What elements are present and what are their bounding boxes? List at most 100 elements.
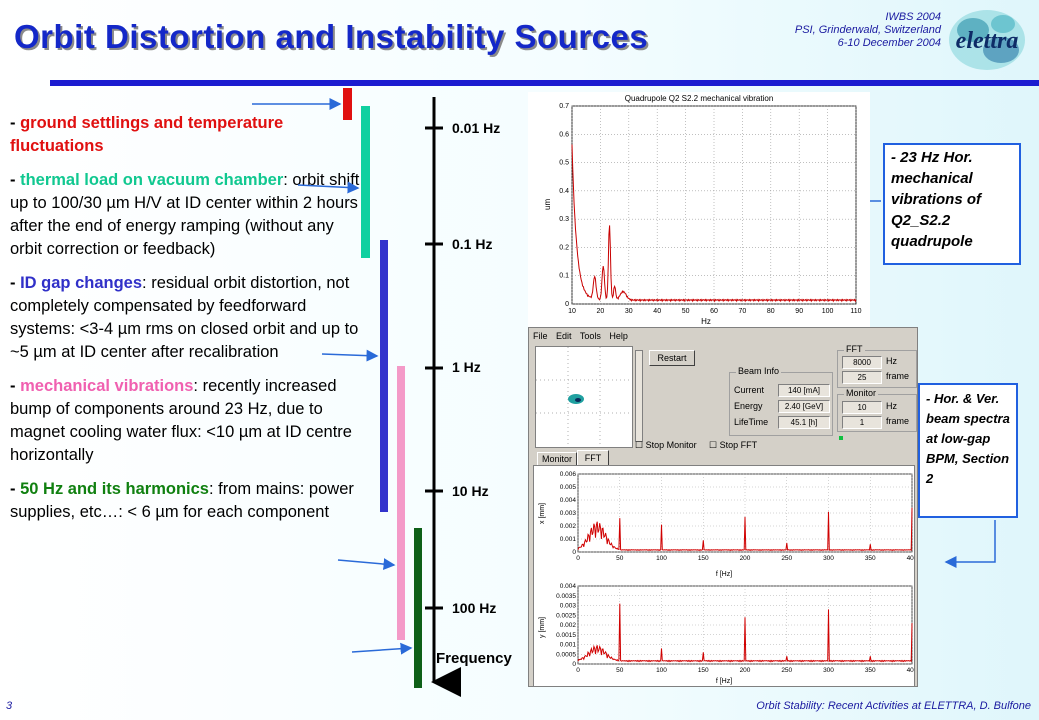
- quad-xtick: 100: [822, 308, 834, 315]
- x-spectrum-trace: [577, 507, 913, 552]
- quad-ytick: 0.6: [559, 131, 569, 138]
- spectrum-xtick: 100: [656, 667, 667, 674]
- spectrum-ytick: 0.0015: [556, 632, 576, 639]
- quad-plot-ylabel: um: [543, 199, 552, 210]
- fft-frames-input[interactable]: 25: [842, 371, 882, 384]
- quad-xtick: 80: [767, 308, 775, 315]
- current-value: 140 [mA]: [778, 384, 830, 397]
- fft-rate-unit: Hz: [886, 356, 897, 366]
- callout-quadrupole: - 23 Hz Hor. mechanical vibrations of Q2…: [883, 143, 1021, 265]
- spectrum-xtick: 300: [823, 667, 834, 674]
- conference-info: IWBS 2004 PSI, Grinderwald, Switzerland …: [795, 11, 941, 50]
- spectrum-xtick: 400: [907, 555, 914, 562]
- quad-plot-title: Quadrupole Q2 S2.2 mechanical vibration: [625, 94, 774, 103]
- spectrum-ytick: 0.006: [560, 471, 577, 478]
- bar-id-gap: [380, 240, 388, 512]
- label-100hz: 100 Hz: [452, 600, 497, 616]
- stop-monitor-checkbox[interactable]: ☐ Stop Monitor: [635, 440, 697, 450]
- quad-xtick: 50: [682, 308, 690, 315]
- conference-name: IWBS 2004: [885, 11, 941, 23]
- spectrum-xtick: 50: [616, 555, 624, 562]
- fft-frames-unit: frame: [886, 371, 910, 381]
- spectrum-xtick: 200: [740, 667, 751, 674]
- zoom-slider[interactable]: [635, 350, 643, 442]
- monitor-frames-unit: frame: [886, 416, 910, 426]
- arrow-thermal: [297, 181, 360, 194]
- bullet-ground: - ground settlings and temperature fluct…: [10, 114, 284, 155]
- bar-50hz: [414, 528, 422, 688]
- conference-dates: 6-10 December 2004: [837, 37, 941, 49]
- bullet-key: 50 Hz and its harmonics: [20, 480, 209, 498]
- y-spectrum-ylabel: y [mm]: [539, 617, 546, 638]
- bar-ground: [343, 88, 352, 120]
- spectrum-ytick: 0.001: [560, 536, 577, 543]
- spectrum-ytick: 0.003: [560, 603, 577, 610]
- restart-button[interactable]: Restart: [649, 350, 695, 366]
- bullet-key: thermal load on vacuum chamber: [20, 171, 284, 189]
- spectrum-ytick: 0.004: [560, 497, 577, 504]
- menu-help[interactable]: Help: [609, 331, 628, 341]
- tab-monitor[interactable]: Monitor: [537, 452, 577, 466]
- bullet-id-gap: - ID gap changes: residual orbit distort…: [10, 274, 359, 361]
- stop-fft-checkbox[interactable]: ☐ Stop FFT: [709, 440, 758, 450]
- quad-ytick: 0.5: [559, 160, 569, 167]
- x-spectrum-xlabel: f [Hz]: [716, 571, 732, 578]
- elettra-logo: elettra: [949, 10, 1025, 70]
- quad-xtick: 60: [710, 308, 718, 315]
- spectrum-ytick: 0: [572, 549, 576, 556]
- current-label: Current: [734, 385, 765, 395]
- tab-fft[interactable]: FFT: [577, 450, 609, 466]
- monitor-rate-input[interactable]: 10: [842, 401, 882, 414]
- spectrum-xtick: 150: [698, 667, 709, 674]
- quad-ytick: 0.2: [559, 244, 569, 251]
- menu-file[interactable]: File: [533, 331, 548, 341]
- menu-bar: File Edit Tools Help: [533, 331, 634, 341]
- spectrum-xtick: 100: [656, 555, 667, 562]
- bullet-key: ID gap changes: [20, 274, 143, 292]
- quad-xtick: 10: [568, 308, 576, 315]
- spectrum-xtick: 0: [576, 667, 580, 674]
- bullet-mechanical: - mechanical vibrations: recently increa…: [10, 377, 352, 464]
- spectrum-ytick: 0.0035: [556, 593, 576, 600]
- quad-vibration-trace: [571, 144, 857, 303]
- spectrum-ytick: 0.004: [560, 583, 577, 590]
- spectrum-ytick: 0.001: [560, 642, 577, 649]
- spectrum-ytick: 0.002: [560, 523, 577, 530]
- bullet-thermal: - thermal load on vacuum chamber: orbit …: [10, 171, 360, 258]
- spectrum-ytick: 0.0005: [556, 651, 576, 658]
- spectrum-ytick: 0.003: [560, 510, 577, 517]
- beam-spectra-plots: x [mm] f [Hz] y [mm] f [Hz] 0 50 100 150 200…: [539, 471, 918, 685]
- y-spectrum-trace: [577, 603, 913, 663]
- spectrum-xtick: 50: [616, 667, 624, 674]
- quad-xtick: 20: [597, 308, 605, 315]
- bar-mechanical: [397, 366, 405, 640]
- spectrum-ytick: 0.005: [560, 484, 577, 491]
- quad-xtick: 90: [795, 308, 803, 315]
- arrow-callout-beam: [944, 520, 996, 568]
- spectrum-ytick: 0.0025: [556, 612, 576, 619]
- bar-thermal: [361, 106, 370, 258]
- quad-xtick: 70: [739, 308, 747, 315]
- quad-plot-xlabel: Hz: [701, 317, 711, 326]
- arrow-50hz: [351, 642, 413, 655]
- quad-ytick: 0: [565, 301, 569, 308]
- x-spectrum-ylabel: x [mm]: [539, 503, 546, 524]
- spectra-panel: x [mm] f [Hz] y [mm] f [Hz] 0 50 100 150 200…: [533, 465, 918, 687]
- fft-group: FFT 8000 Hz 25 frame: [837, 344, 917, 388]
- page-title: Orbit Distortion and Instability Sources: [14, 18, 649, 55]
- monitor-group-title: Monitor: [844, 388, 879, 398]
- status-led: [839, 436, 843, 440]
- menu-tools[interactable]: Tools: [579, 331, 601, 341]
- quad-ytick: 0.3: [559, 216, 569, 223]
- quad-xtick: 110: [850, 308, 861, 315]
- spectrum-xtick: 350: [865, 667, 876, 674]
- fft-rate-input[interactable]: 8000: [842, 356, 882, 369]
- label-10hz: 10 Hz: [452, 483, 489, 499]
- monitor-frames-input[interactable]: 1: [842, 416, 882, 429]
- bullet-key: ground settlings and temperature fluctua…: [10, 114, 284, 155]
- header-rule: [50, 80, 1039, 86]
- bullet-50hz: - 50 Hz and its harmonics: from mains: p…: [10, 480, 354, 521]
- spectrum-xtick: 400: [907, 667, 914, 674]
- menu-edit[interactable]: Edit: [556, 331, 572, 341]
- footer-text: Orbit Stability: Recent Activities at EL…: [756, 700, 1031, 712]
